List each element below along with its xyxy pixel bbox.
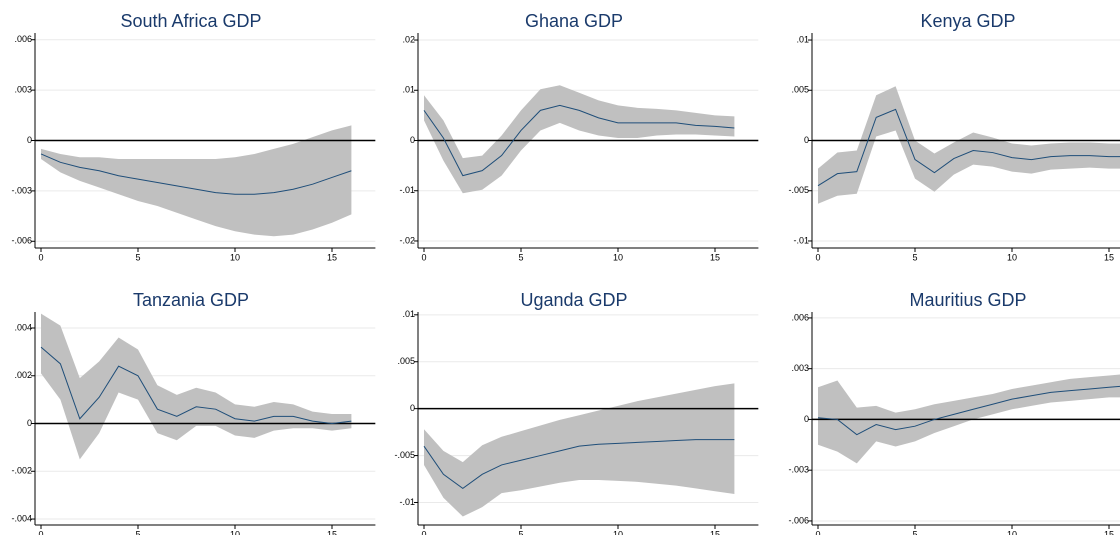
x-tick-label: 5 <box>518 252 523 262</box>
confidence-band <box>41 313 352 460</box>
y-tick-label: .01 <box>402 309 415 319</box>
y-tick-label: -.005 <box>394 450 415 460</box>
y-tick-label: 0 <box>804 135 809 145</box>
y-tick-label: -.004 <box>11 513 32 523</box>
panel <box>418 314 759 517</box>
x-tick-label: 0 <box>38 252 43 262</box>
x-tick-label: 15 <box>327 529 337 535</box>
y-tick-label: .01 <box>796 34 809 44</box>
panel <box>418 39 759 242</box>
x-tick-label: 0 <box>38 529 43 535</box>
y-tick-label: -.006 <box>11 236 32 246</box>
panel-title: Ghana GDP <box>525 11 623 31</box>
y-tick-label: -.005 <box>788 185 809 195</box>
panel-title: South Africa GDP <box>120 11 261 31</box>
x-tick-label: 0 <box>815 529 820 535</box>
y-tick-label: .01 <box>402 85 415 95</box>
y-tick-label: 0 <box>27 135 32 145</box>
x-tick-label: 15 <box>1104 252 1114 262</box>
x-tick-label: 10 <box>230 252 240 262</box>
irf-line <box>40 346 352 425</box>
confidence-band <box>41 125 352 237</box>
x-tick-label: 10 <box>613 529 623 535</box>
y-tick-label: -.01 <box>399 185 415 195</box>
x-tick-label: 10 <box>1007 252 1017 262</box>
panel-title: Tanzania GDP <box>133 290 249 310</box>
x-tick-label: 5 <box>912 252 917 262</box>
y-tick-label: -.01 <box>793 235 809 245</box>
x-tick-label: 5 <box>912 529 917 535</box>
y-tick-label: -.002 <box>11 466 32 476</box>
panel <box>812 39 1120 242</box>
x-tick-label: 0 <box>815 252 820 262</box>
x-tick-label: 10 <box>613 252 623 262</box>
confidence-band <box>424 383 735 517</box>
y-tick-label: -.003 <box>11 185 32 195</box>
x-tick-label: 0 <box>421 529 426 535</box>
panel-title: Kenya GDP <box>920 11 1015 31</box>
x-tick-label: 15 <box>1104 529 1114 535</box>
y-tick-label: .004 <box>14 322 32 332</box>
irf-line <box>423 104 735 177</box>
x-tick-label: 15 <box>710 252 720 262</box>
x-tick-label: 5 <box>135 252 140 262</box>
irf-line <box>817 385 1120 436</box>
y-tick-label: 0 <box>804 414 809 424</box>
x-tick-label: 10 <box>1007 529 1017 535</box>
confidence-band <box>818 374 1120 464</box>
y-tick-label: .02 <box>402 34 415 44</box>
y-tick-label: .006 <box>791 312 809 322</box>
x-tick-label: 5 <box>135 529 140 535</box>
x-tick-label: 5 <box>518 529 523 535</box>
panel-title: Mauritius GDP <box>909 290 1026 310</box>
x-tick-label: 10 <box>230 529 240 535</box>
y-tick-label: .005 <box>397 356 415 366</box>
confidence-band <box>424 85 735 194</box>
y-tick-label: .005 <box>791 85 809 95</box>
x-tick-label: 0 <box>421 252 426 262</box>
y-tick-label: -.003 <box>788 465 809 475</box>
irf-line <box>423 439 735 490</box>
y-tick-label: -.006 <box>788 515 809 525</box>
irf-line <box>817 108 1120 187</box>
y-tick-label: .006 <box>14 34 32 44</box>
y-tick-label: .003 <box>791 363 809 373</box>
panel-title: Uganda GDP <box>520 290 627 310</box>
y-tick-label: .002 <box>14 370 32 380</box>
y-tick-label: -.01 <box>399 497 415 507</box>
panel <box>35 313 376 520</box>
y-tick-label: .003 <box>14 84 32 94</box>
y-tick-label: 0 <box>410 403 415 413</box>
panel <box>35 39 376 242</box>
confidence-band <box>818 86 1120 204</box>
y-tick-label: -.02 <box>399 235 415 245</box>
y-tick-label: 0 <box>410 135 415 145</box>
panel <box>812 317 1120 522</box>
irf-line <box>40 153 352 195</box>
x-tick-label: 15 <box>327 252 337 262</box>
y-tick-label: 0 <box>27 418 32 428</box>
x-tick-label: 15 <box>710 529 720 535</box>
